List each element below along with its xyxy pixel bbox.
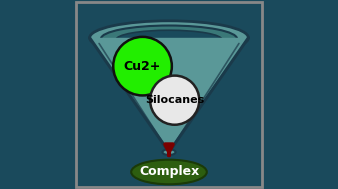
Ellipse shape: [116, 30, 222, 49]
Ellipse shape: [162, 149, 176, 155]
Ellipse shape: [90, 21, 248, 55]
Text: Complex: Complex: [139, 166, 199, 178]
Text: Cu2+: Cu2+: [124, 60, 161, 73]
Polygon shape: [90, 38, 248, 152]
Circle shape: [113, 37, 172, 95]
Ellipse shape: [101, 26, 237, 52]
Polygon shape: [90, 38, 248, 152]
Circle shape: [150, 76, 199, 125]
Ellipse shape: [131, 160, 207, 184]
Text: Silocanes: Silocanes: [145, 95, 204, 105]
